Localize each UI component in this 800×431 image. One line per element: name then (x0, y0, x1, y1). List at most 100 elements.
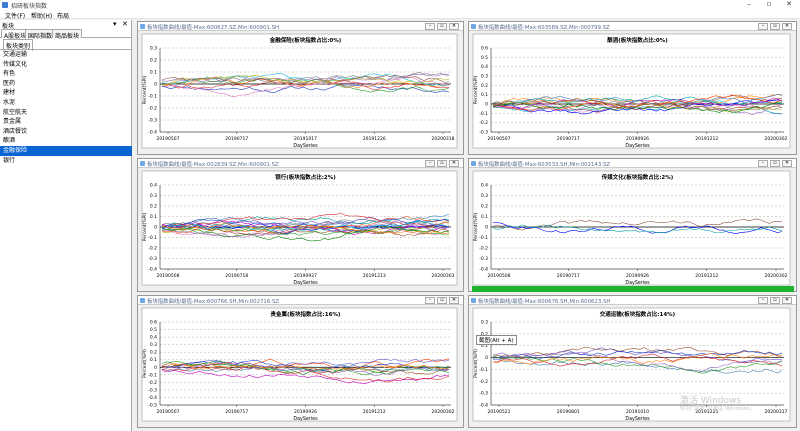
series-line (492, 97, 783, 111)
series-line (492, 222, 783, 235)
x-tick-label: 20190507 (157, 136, 180, 142)
y-tick-label: -0.3 (148, 387, 157, 393)
series-line (492, 93, 783, 105)
activation-watermark-title: 激活 Windows (680, 396, 742, 406)
y-tick-label: 0.3 (481, 74, 488, 80)
window-maximize-icon[interactable]: ▫ (770, 297, 780, 304)
window-icon (140, 161, 145, 166)
series-line (161, 225, 450, 242)
line-chart: 金融保险(板块指数占比:0%) 0.3 0.2 0.1 0 -0.1 -0.2 -0.3 -0.… (141, 33, 458, 149)
line-chart: 传媒文化(板块指数占比:2%) 0.4 0.3 0.2 0.1 0 -0.1 -0.2 -0.3… (472, 170, 791, 286)
x-tick-label: 20191010 (626, 409, 649, 415)
y-tick-label: -0.3 (479, 391, 488, 397)
chart-window-title: 板块指数曲线/最值-Max:600676.SH,Min:600623.SH (478, 299, 611, 305)
chart-window-bank[interactable]: 板块指数曲线/最值-Max:002839.SZ,Min:600901.SZ – ▫ ✕… (137, 158, 464, 292)
y-axis-label: Percent(%PI) (142, 75, 148, 104)
sector-list-item[interactable]: 酒店餐饮 (3, 127, 28, 135)
x-tick-label: 20190717 (225, 409, 248, 415)
pin-icon[interactable]: ▾ (113, 20, 117, 28)
chart-window-transportation[interactable]: 板块指数曲线/最值-Max:600676.SH,Min:600623.SH – ▫ ✕… (468, 295, 797, 428)
series-line (161, 220, 450, 238)
window-close-icon[interactable]: ✕ (449, 297, 459, 304)
sector-list-item[interactable]: 酿酒 (3, 137, 16, 145)
x-tick-label: 20190717 (557, 136, 580, 142)
series-line (161, 227, 449, 236)
sector-list-item[interactable]: 贵金属 (3, 118, 22, 126)
window-close-icon[interactable]: ✕ (449, 23, 459, 30)
window-minimize-icon[interactable]: – (758, 297, 768, 304)
chart-window-title: 板块指数曲线/最值-Max:600627.SZ,Min:600901.SH (147, 25, 280, 31)
x-tick-label: 20190927 (294, 273, 317, 279)
sector-list-item[interactable]: 水泥 (3, 98, 16, 106)
y-tick-label: -0.4 (148, 395, 157, 401)
chart-window-media-culture[interactable]: 板块指数曲线/最值-Max:603533.SH,Min:002143.SZ – ▫ ✕… (468, 158, 797, 292)
chart-window-precious-metals[interactable]: 板块指数曲线/最值-Max:600766.SH,Min:002716.SZ – ▫ ✕… (137, 295, 464, 428)
chart-window-titlebar[interactable]: 板块指数曲线/最值-Max:603589.SZ,Min:000799.SZ – ▫ ✕ (469, 22, 796, 31)
window-close-icon[interactable]: ✕ (782, 160, 792, 167)
sector-list-item[interactable]: 有色 (3, 70, 16, 78)
x-axis-label: DaySeries (625, 143, 650, 149)
window-close-icon[interactable]: ✕ (449, 160, 459, 167)
chart-window-titlebar[interactable]: 板块指数曲线/最值-Max:002839.SZ,Min:600901.SZ – ▫ ✕ (138, 159, 463, 168)
sector-list-item[interactable]: 建材 (3, 89, 16, 97)
sector-list-item[interactable]: 金融保险 (0, 145, 132, 156)
window-minimize-icon[interactable]: – (425, 23, 435, 30)
window-minimize-icon[interactable]: – (425, 160, 435, 167)
y-axis-label: Percent(%PI) (473, 349, 479, 378)
panel-close-icon[interactable]: ✕ (122, 20, 128, 28)
menu-file[interactable]: 文件(F) (5, 13, 26, 20)
x-tick-label: 20190718 (225, 273, 248, 279)
x-tick-label: 20200318 (432, 136, 455, 142)
window-maximize-icon[interactable]: ▫ (437, 160, 447, 167)
chart-window-titlebar[interactable]: 板块指数曲线/最值-Max:600766.SH,Min:002716.SZ – ▫ ✕ (138, 296, 463, 305)
window-minimize-icon[interactable]: – (425, 297, 435, 304)
window-close-icon[interactable]: ✕ (782, 23, 792, 30)
window-icon (471, 24, 476, 29)
window-close-icon[interactable]: ✕ (782, 297, 792, 304)
sub-tabs: 板块类别 (0, 39, 132, 51)
window-minimize-icon[interactable]: – (758, 23, 768, 30)
tab-sector-category[interactable]: 板块类别 (3, 39, 34, 51)
chart-window-titlebar[interactable]: 板块指数曲线/最值-Max:603533.SH,Min:002143.SZ – ▫ ✕ (469, 159, 796, 168)
y-tick-label: 0 (485, 355, 488, 361)
y-tick-label: -0.2 (148, 106, 157, 112)
maximize-icon[interactable]: ▫ (766, 0, 772, 8)
series-line (161, 212, 450, 228)
series-line (492, 349, 783, 360)
minimize-icon[interactable]: – (747, 0, 751, 8)
series-line (161, 363, 450, 371)
series-line (492, 346, 783, 358)
menu-help[interactable]: 帮助(H) (31, 13, 53, 20)
sector-list-item[interactable]: 交通运输 (3, 51, 28, 58)
window-maximize-icon[interactable]: ▫ (770, 160, 780, 167)
y-tick-label: 0.1 (481, 343, 488, 349)
chart-window-liquor[interactable]: 板块指数曲线/最值-Max:603589.SZ,Min:000799.SZ – ▫ ✕… (468, 21, 797, 155)
x-tick-label: 20190717 (225, 136, 248, 142)
chart-window-titlebar[interactable]: 板块指数曲线/最值-Max:600676.SH,Min:600623.SH – ▫ ✕ (469, 296, 796, 305)
sector-list-item[interactable]: 银行 (3, 156, 16, 164)
window-minimize-icon[interactable]: – (758, 160, 768, 167)
series-line (492, 95, 783, 107)
x-axis-label: DaySeries (293, 280, 318, 286)
tab-international[interactable]: 国际指数 (25, 29, 56, 40)
tab-commodity[interactable]: 商品板块 (52, 29, 83, 40)
window-maximize-icon[interactable]: ▫ (437, 297, 447, 304)
series-line (161, 219, 450, 235)
y-tick-label: -0.1 (479, 367, 488, 373)
sector-tabs: A股板块 国际指数 商品板块 (0, 29, 132, 40)
sector-list-item[interactable]: 航空航天 (3, 108, 28, 116)
close-icon[interactable]: ✕ (786, 0, 792, 8)
window-maximize-icon[interactable]: ▫ (770, 23, 780, 30)
x-tick-label: 20190521 (488, 409, 511, 415)
window-icon (471, 298, 476, 303)
chart-window-titlebar[interactable]: 板块指数曲线/最值-Max:600627.SZ,Min:600901.SH – ▫ ✕ (138, 22, 463, 31)
y-tick-label: 0.3 (481, 320, 488, 326)
chart-background (141, 33, 458, 149)
sector-list-item[interactable]: 传媒文化 (3, 60, 28, 68)
menu-layout[interactable]: 布局 (57, 13, 70, 20)
y-tick-label: 0.5 (481, 55, 488, 61)
window-maximize-icon[interactable]: ▫ (437, 23, 447, 30)
x-axis-label: DaySeries (293, 143, 318, 149)
chart-window-financial-insurance[interactable]: 板块指数曲线/最值-Max:600627.SZ,Min:600901.SH – ▫ ✕… (137, 21, 464, 155)
sector-list-item[interactable]: 医药 (3, 79, 16, 87)
